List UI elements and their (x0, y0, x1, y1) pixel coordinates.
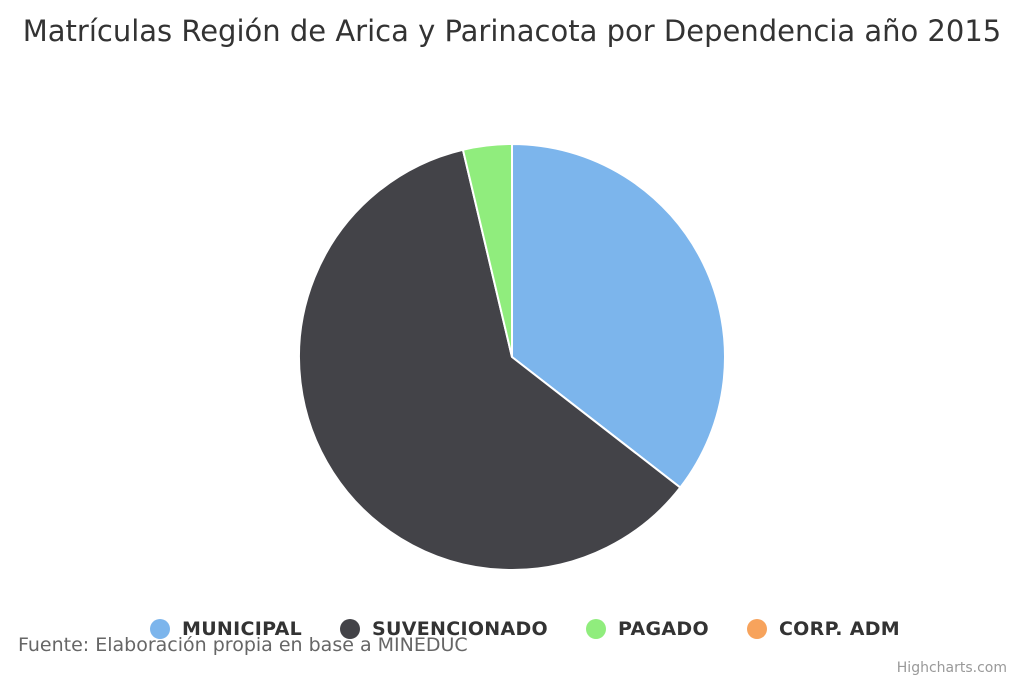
legend-symbol-icon (586, 619, 607, 639)
pie-slice-municipal[interactable] (511, 142, 726, 489)
source-note: Fuente: Elaboración propia en base a MIN… (18, 634, 468, 656)
legend-item-municipal[interactable]: MUNICIPAL (150, 618, 302, 640)
chart-legend: MUNICIPAL SUVENCIONADO PAGADO CORP. ADM (150, 618, 938, 640)
legend-item-corp-adm[interactable]: CORP. ADM (746, 618, 901, 640)
chart-title: Matrículas Región de Arica y Parinacota … (22, 14, 1002, 48)
legend-label: PAGADO (618, 618, 709, 640)
pie-slice-pagado[interactable] (461, 142, 513, 358)
pie-slices (298, 142, 726, 572)
legend-symbol-icon (150, 619, 170, 639)
legend-label: SUVENCIONADO (372, 618, 549, 640)
legend-label: CORP. ADM (778, 618, 901, 640)
legend-symbol-icon (746, 619, 767, 639)
legend-label: MUNICIPAL (182, 618, 303, 640)
credits-link[interactable]: Highcharts.com (896, 660, 1007, 676)
legend-item-pagado[interactable]: PAGADO (586, 618, 709, 640)
pie-slice-suvencionado[interactable] (298, 148, 682, 572)
legend-item-suvencionado[interactable]: SUVENCIONADO (340, 618, 548, 640)
legend-symbol-icon (340, 619, 361, 639)
